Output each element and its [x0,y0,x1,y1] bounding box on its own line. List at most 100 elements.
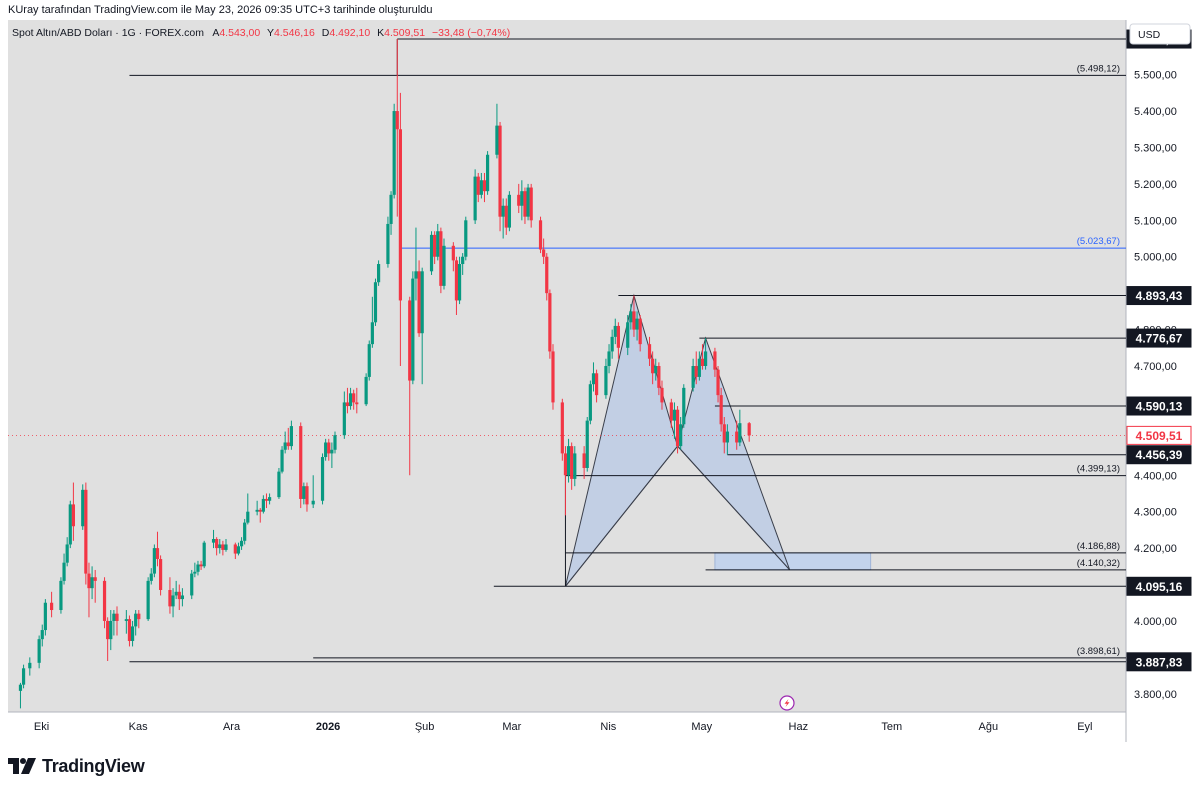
price-tag[interactable]: 4.776,67 [1126,328,1192,348]
candle[interactable] [218,539,222,554]
candle[interactable] [679,416,683,450]
candle[interactable] [616,322,620,359]
candle[interactable] [473,169,477,224]
candle[interactable] [93,569,97,603]
candle[interactable] [523,187,527,224]
candle[interactable] [632,295,636,337]
candle[interactable] [464,216,468,261]
candle[interactable] [196,560,200,576]
candle[interactable] [149,568,153,585]
candle[interactable] [112,610,116,636]
candle[interactable] [660,380,664,410]
candle[interactable] [264,493,269,509]
candle[interactable] [485,151,490,195]
candle[interactable] [638,315,642,352]
candle[interactable] [370,296,374,348]
candle[interactable] [436,223,440,261]
candle[interactable] [451,242,455,272]
candle[interactable] [177,584,181,611]
candle[interactable] [180,588,184,607]
candle[interactable] [255,500,259,516]
candle[interactable] [675,406,680,454]
candle[interactable] [124,610,128,634]
candle[interactable] [211,529,216,549]
candle[interactable] [215,537,219,556]
candle[interactable] [495,103,499,159]
candle[interactable] [591,362,596,392]
candle[interactable] [130,620,135,647]
candle[interactable] [43,599,47,636]
flash-icon[interactable] [779,695,795,711]
candle[interactable] [461,253,465,275]
candle[interactable] [283,431,287,454]
candle[interactable] [59,577,63,614]
candle[interactable] [476,172,480,203]
candle[interactable] [324,438,328,461]
candle[interactable] [137,610,141,629]
candle[interactable] [311,475,315,509]
candle[interactable] [193,562,197,578]
candle[interactable] [18,682,23,709]
candle[interactable] [49,591,54,618]
candle[interactable] [395,39,399,217]
candle[interactable] [722,416,726,454]
candle[interactable] [246,493,250,525]
candle[interactable] [84,482,88,585]
price-tag[interactable]: 4.590,13 [1126,396,1192,416]
candle[interactable] [672,402,677,439]
candle[interactable] [682,384,686,428]
candle[interactable] [439,227,443,294]
price-tag[interactable]: 4.893,43 [1126,286,1192,306]
candle[interactable] [106,617,110,662]
candle[interactable] [585,416,589,472]
candle[interactable] [635,311,639,341]
candle[interactable] [171,588,175,618]
candle[interactable] [408,296,412,476]
candle[interactable] [610,329,614,359]
candle[interactable] [654,358,658,381]
candle[interactable] [411,271,415,385]
candle[interactable] [747,422,751,442]
candle[interactable] [607,344,611,374]
candle[interactable] [65,537,69,567]
candle[interactable] [526,183,530,221]
chart-frame[interactable]: (5.498,12) (5.023,67) (4.399,13) (4.186,88)… [8,20,1194,742]
candle[interactable] [414,227,418,301]
candle[interactable] [392,103,396,199]
candle[interactable] [289,420,293,450]
candle[interactable] [542,238,546,265]
candle[interactable] [258,508,262,523]
candle[interactable] [538,216,543,254]
candle[interactable] [221,540,225,556]
candle[interactable] [507,191,511,232]
candle[interactable] [697,351,701,381]
candle[interactable] [109,610,113,651]
candle[interactable] [517,183,521,214]
candle[interactable] [713,347,717,377]
candle[interactable] [202,540,206,569]
candle[interactable] [87,562,91,618]
candle[interactable] [725,424,729,455]
candle[interactable] [613,318,617,345]
candle[interactable] [691,358,695,392]
candle[interactable] [267,493,272,505]
candle[interactable] [152,544,156,578]
candle[interactable] [355,387,359,414]
candle[interactable] [548,289,552,359]
candle[interactable] [367,340,371,381]
candle[interactable] [657,362,661,396]
candle[interactable] [345,387,350,414]
candle[interactable] [146,577,150,621]
candle[interactable] [327,438,331,461]
candle[interactable] [190,569,194,600]
candle[interactable] [277,467,281,499]
candle[interactable] [566,438,571,483]
candle[interactable] [429,231,434,275]
candle[interactable] [433,231,437,265]
candle[interactable] [560,398,564,461]
candle[interactable] [498,121,502,232]
candle[interactable] [320,453,325,505]
candle[interactable] [333,431,337,454]
candle[interactable] [62,553,66,585]
candle[interactable] [68,500,72,549]
